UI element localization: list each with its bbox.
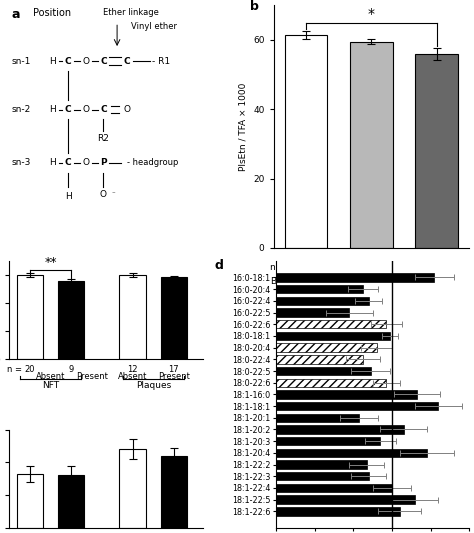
Text: Present: Present (76, 372, 108, 381)
Text: n =: n = (270, 263, 286, 272)
Text: 10: 10 (431, 263, 442, 272)
Text: Ether linkage: Ether linkage (103, 8, 159, 17)
Bar (276, 507, 400, 515)
Bar (276, 390, 417, 399)
Text: O: O (82, 105, 89, 114)
Text: d: d (214, 259, 223, 271)
Text: Braak:: Braak: (270, 277, 300, 286)
Text: Plaques: Plaques (136, 381, 171, 390)
Text: ⁻: ⁻ (111, 191, 115, 198)
Bar (276, 378, 386, 387)
Text: - headgroup: - headgroup (127, 158, 178, 167)
Text: V-VI: V-VI (428, 277, 445, 286)
Text: Absent: Absent (36, 372, 65, 381)
Text: 10: 10 (365, 263, 377, 272)
Text: sn-3: sn-3 (11, 158, 31, 167)
Bar (276, 343, 376, 352)
Bar (119, 275, 146, 359)
Text: sn-2: sn-2 (11, 105, 31, 114)
Bar (276, 285, 363, 293)
Text: n =: n = (8, 366, 22, 375)
Text: H: H (49, 105, 56, 114)
Text: P: P (100, 158, 107, 167)
Bar (161, 456, 187, 528)
Text: Vinyl ether: Vinyl ether (131, 22, 177, 31)
Text: 20: 20 (25, 366, 35, 375)
Bar (415, 54, 458, 248)
Bar (276, 449, 427, 457)
Bar (119, 449, 146, 528)
Bar (276, 367, 371, 375)
Text: 9: 9 (69, 366, 74, 375)
Bar (276, 425, 403, 434)
Bar (276, 332, 390, 340)
Text: I-II: I-II (301, 277, 312, 286)
Text: 17: 17 (169, 366, 179, 375)
Bar (276, 402, 438, 410)
Text: C: C (100, 105, 107, 114)
Bar (58, 281, 84, 359)
Text: H: H (65, 192, 72, 201)
Bar (276, 484, 392, 492)
Text: - R1: - R1 (152, 56, 171, 66)
Bar (276, 472, 369, 480)
Text: Position: Position (33, 8, 71, 18)
Text: sn-1: sn-1 (11, 56, 31, 66)
Text: 12: 12 (128, 366, 138, 375)
Bar (276, 297, 369, 305)
Bar (17, 275, 44, 359)
Text: O: O (82, 158, 89, 167)
Text: O: O (82, 56, 89, 66)
Text: NFT: NFT (42, 381, 59, 390)
Text: C: C (65, 105, 72, 114)
Text: Absent: Absent (118, 372, 147, 381)
Text: C: C (65, 158, 72, 167)
Text: R2: R2 (98, 134, 109, 143)
Text: III-IV: III-IV (362, 277, 382, 286)
Text: C: C (65, 56, 72, 66)
Bar (276, 273, 435, 282)
Text: *: * (368, 7, 375, 21)
Bar (276, 496, 415, 504)
Text: C: C (100, 56, 107, 66)
Bar (17, 474, 44, 528)
Bar (276, 414, 359, 422)
Text: **: ** (45, 256, 57, 269)
Text: Present: Present (158, 372, 190, 381)
Text: a: a (11, 8, 20, 21)
Bar (276, 355, 363, 364)
Bar (276, 461, 367, 469)
Bar (285, 35, 328, 248)
Bar (276, 437, 381, 446)
Text: C: C (124, 56, 130, 66)
Text: 9: 9 (303, 263, 309, 272)
Bar (276, 309, 349, 317)
Text: O: O (123, 105, 130, 114)
Y-axis label: PlsEtn / TFA × 1000: PlsEtn / TFA × 1000 (238, 83, 247, 171)
Bar (276, 320, 386, 328)
Bar (58, 475, 84, 528)
Text: H: H (49, 158, 56, 167)
Bar (161, 277, 187, 359)
Text: H: H (49, 56, 56, 66)
Bar (350, 42, 392, 248)
Text: b: b (250, 1, 259, 13)
Text: O: O (100, 190, 107, 199)
